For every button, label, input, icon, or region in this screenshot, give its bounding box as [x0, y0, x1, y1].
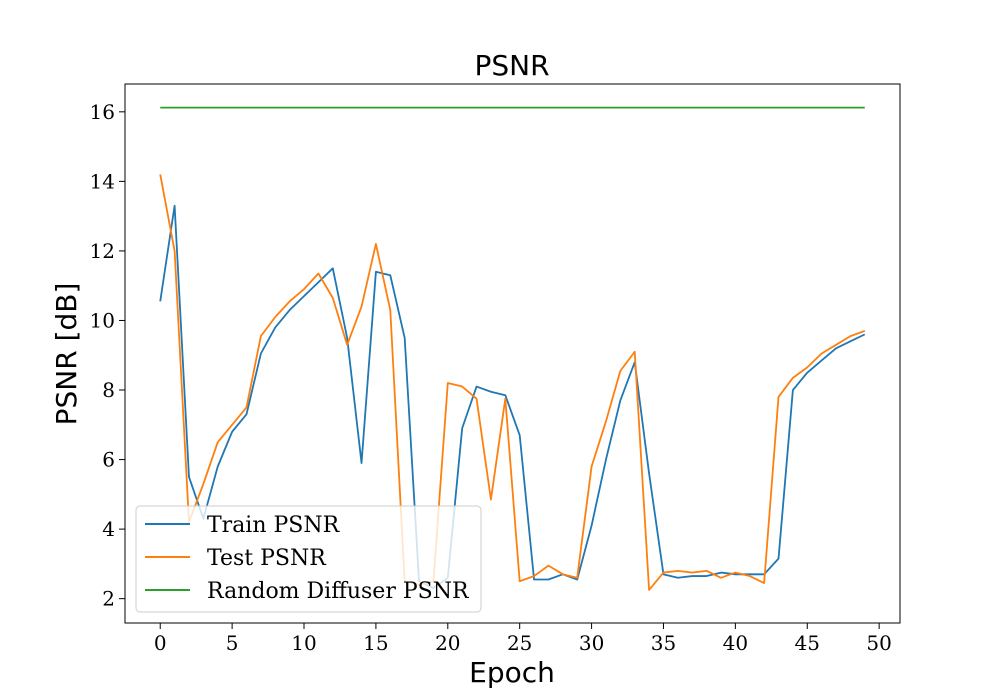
- legend-label: Test PSNR: [207, 546, 327, 571]
- y-axis-label: PSNR [dB]: [50, 283, 83, 426]
- x-tick-label: 30: [579, 631, 604, 655]
- x-tick-label: 40: [723, 631, 748, 655]
- y-tick-label: 10: [90, 308, 115, 332]
- x-tick-label: 50: [866, 631, 891, 655]
- x-tick-label: 5: [226, 631, 239, 655]
- x-tick-label: 20: [435, 631, 460, 655]
- x-tick-label: 45: [795, 631, 820, 655]
- x-axis-label: Epoch: [469, 656, 555, 689]
- x-tick-label: 10: [291, 631, 316, 655]
- legend-label: Random Diffuser PSNR: [207, 579, 470, 604]
- x-tick-label: 25: [507, 631, 532, 655]
- legend-box: [135, 505, 482, 613]
- legend: Train PSNR Test PSNR Random Diffuser PSNR: [135, 505, 482, 613]
- y-axis: 2 4 6 8 10 12 14 16: [90, 100, 125, 611]
- plot-frame: [124, 83, 901, 624]
- y-tick-label: 12: [90, 239, 115, 263]
- y-tick-label: 4: [102, 517, 115, 541]
- series-group: [159, 106, 866, 591]
- x-tick-label: 35: [651, 631, 676, 655]
- x-tick-label: 15: [363, 631, 388, 655]
- x-tick-label: 0: [154, 631, 167, 655]
- legend-label: Train PSNR: [207, 513, 341, 538]
- y-tick-label: 16: [90, 100, 115, 124]
- chart-title: PSNR: [474, 49, 549, 82]
- y-tick-label: 14: [90, 169, 115, 193]
- y-tick-label: 2: [102, 587, 115, 611]
- series-line-train-psnr: [159, 204, 866, 590]
- series-line-test-psnr: [159, 174, 866, 591]
- x-axis: 0 5 10 15 20 25 30 35 40 45 50: [154, 623, 892, 655]
- y-tick-label: 6: [102, 448, 115, 472]
- y-tick-label: 8: [102, 378, 115, 402]
